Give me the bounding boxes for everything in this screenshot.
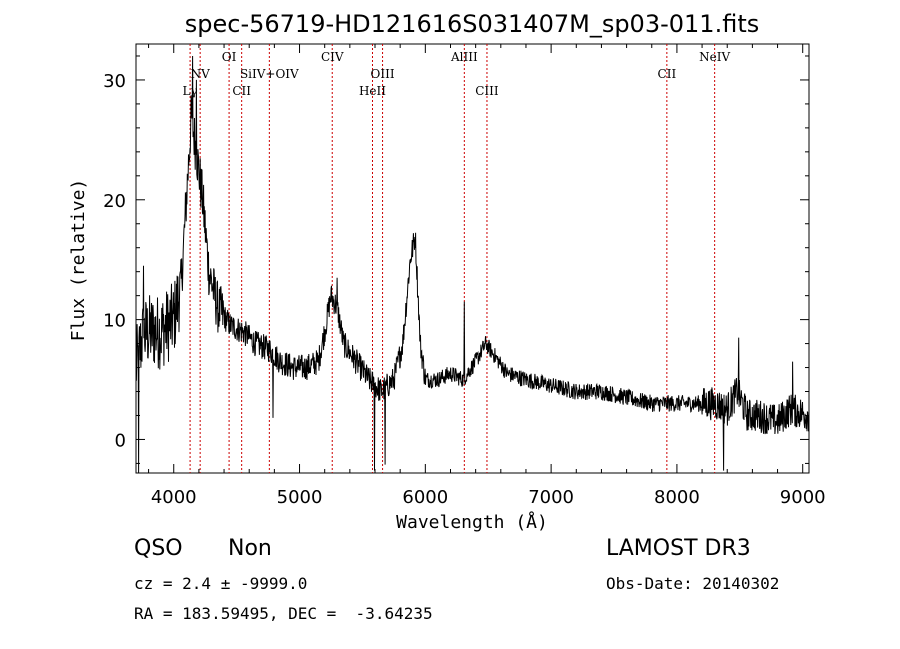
x-tick-label: 4000: [151, 487, 197, 508]
subclass-label: Non: [228, 536, 272, 561]
y-axis: 0 10 20 30: [103, 55, 809, 464]
x-tick-label: 6000: [402, 487, 448, 508]
y-tick-label: 0: [115, 430, 126, 451]
emission-line-labels: Lγ NV OI CII SiIV+OIV CIV HeII OIII AlIII CIII CII…: [183, 50, 731, 98]
observation-date: Obs-Date: 20140302: [606, 574, 780, 593]
emission-line-label: CIII: [475, 84, 499, 98]
x-axis-label: Wavelength (Å): [396, 511, 548, 533]
x-tick-label: 5000: [277, 487, 323, 508]
chart-title: spec-56719-HD121616S031407M_sp03-011.fit…: [185, 10, 759, 38]
emission-line-label: Lγ: [183, 84, 198, 98]
x-tick-label: 8000: [654, 487, 700, 508]
y-axis-label: Flux (relative): [68, 179, 89, 342]
emission-line-label: OIII: [371, 67, 395, 81]
object-class-label: QSO: [134, 536, 183, 561]
emission-line-label: NeIV: [699, 50, 730, 64]
coordinates-line: RA = 183.59495, DEC = -3.64235: [134, 604, 433, 623]
redshift-line: cz = 2.4 ± -9999.0: [134, 574, 308, 593]
emission-line-label: HeII: [359, 84, 386, 98]
x-tick-label: 7000: [528, 487, 574, 508]
y-tick-label: 30: [103, 71, 126, 92]
emission-line-label: OI: [222, 50, 237, 64]
emission-line-label: NV: [191, 67, 211, 81]
plot-frame: [135, 43, 810, 474]
x-axis: 4000 5000 6000 7000 8000 9000: [148, 44, 826, 508]
spectrum-series-line: [135, 55, 810, 474]
emission-line-label: CIV: [321, 50, 344, 64]
emission-line-markers: [189, 44, 716, 473]
x-tick-label: 9000: [780, 487, 826, 508]
emission-line-label: CII: [232, 84, 251, 98]
emission-line-label: SiIV+OIV: [240, 67, 299, 81]
y-tick-label: 10: [103, 311, 126, 332]
survey-label: LAMOST DR3: [606, 536, 751, 561]
y-tick-label: 20: [103, 191, 126, 212]
emission-line-label: AlIII: [450, 50, 478, 64]
emission-line-label: CII: [658, 67, 677, 81]
